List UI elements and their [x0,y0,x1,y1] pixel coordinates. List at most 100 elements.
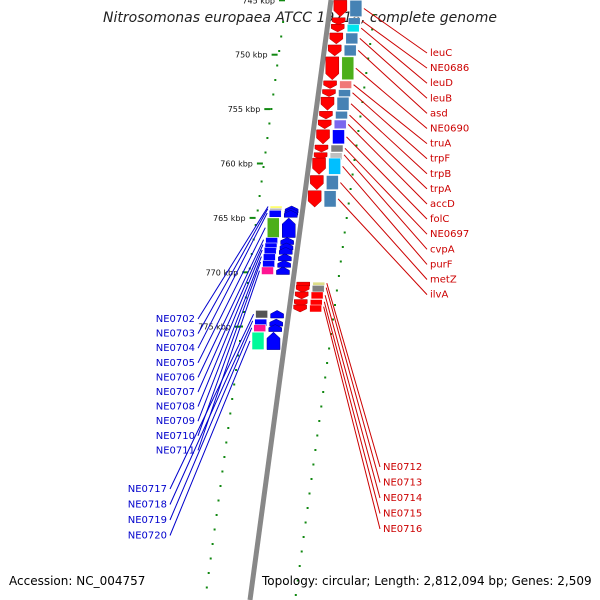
reverse-gene-feature[interactable] [268,210,282,218]
forward-gene-arrow[interactable] [310,175,324,190]
forward-gene-leader [337,198,428,295]
forward-gene-arrow[interactable] [295,285,310,293]
reverse-gene-feature[interactable] [263,247,277,255]
forward-gene-arrow[interactable] [322,89,336,97]
track-dot [308,492,311,495]
reverse-gene-label[interactable]: NE0720 [128,531,167,542]
forward-gene-label[interactable]: metZ [430,275,457,286]
reverse-gene-feature[interactable] [263,253,276,262]
forward-gene-label[interactable]: leuB [430,93,452,104]
forward-gene-feature[interactable] [333,119,347,129]
forward-gene-feature[interactable] [326,175,339,190]
reverse-gene-feature[interactable] [261,266,274,275]
forward-gene-arrow[interactable] [317,119,332,130]
reverse-gene-label[interactable]: NE0709 [156,416,195,427]
track-dot [254,224,257,226]
forward-gene-label[interactable]: leuC [430,48,452,59]
forward-gene-arrow[interactable] [329,32,344,45]
reverse-gene-label[interactable]: NE0718 [128,500,167,511]
forward-gene-arrow[interactable] [316,129,330,145]
forward-gene-label[interactable]: trpA [430,184,451,195]
forward-gene-label[interactable]: asd [430,108,448,119]
forward-gene-label[interactable]: leuD [430,78,453,89]
track-dot [296,579,299,582]
reverse-gene-arrow[interactable] [268,324,282,332]
forward-gene-label[interactable]: NE0697 [430,229,469,240]
forward-gene-label[interactable]: NE0715 [383,509,422,520]
forward-gene-feature[interactable] [347,17,361,26]
forward-gene-feature[interactable] [343,44,357,57]
forward-gene-arrow[interactable] [325,56,340,81]
reverse-gene-label[interactable]: NE0703 [156,329,195,340]
reverse-gene-feature[interactable] [251,331,265,350]
track-dot [341,246,344,248]
forward-gene-feature[interactable] [338,89,351,97]
forward-gene-feature[interactable] [328,157,341,175]
forward-gene-label[interactable]: purF [430,259,453,270]
forward-gene-feature[interactable] [323,190,337,208]
reverse-gene-label[interactable]: NE0711 [156,445,195,456]
forward-gene-label[interactable]: NE0690 [430,124,469,135]
forward-gene-feature[interactable] [349,0,363,17]
reverse-gene-label[interactable]: NE0717 [128,484,167,495]
forward-gene-feature[interactable] [310,291,324,300]
track-dot [270,108,273,110]
forward-gene-arrow[interactable] [307,190,322,208]
forward-gene-label[interactable]: trpF [430,154,450,165]
reverse-gene-feature[interactable] [255,310,268,319]
forward-gene-label[interactable]: NE0716 [383,524,422,535]
scale-tick [249,216,256,219]
forward-gene-feature[interactable] [339,80,352,89]
forward-gene-feature[interactable] [332,129,345,145]
forward-gene-arrow[interactable] [330,24,345,33]
track-dot [353,159,356,161]
forward-gene-label[interactable]: accD [430,199,455,210]
forward-gene-arrow[interactable] [319,111,333,120]
forward-gene-feature[interactable] [335,111,348,120]
reverse-gene-arrow[interactable] [276,266,290,275]
reverse-gene-feature[interactable] [262,260,275,268]
forward-gene-arrow[interactable] [320,96,335,111]
forward-gene-arrow[interactable] [293,304,307,313]
reverse-gene-feature[interactable] [253,324,266,332]
forward-gene-arrow[interactable] [333,0,348,18]
reverse-gene-label[interactable]: NE0707 [156,387,195,398]
forward-gene-arrow[interactable] [331,17,346,26]
reverse-gene-arrow[interactable] [270,310,284,319]
reverse-gene-arrow[interactable] [277,260,291,268]
reverse-gene-label[interactable]: NE0704 [156,343,195,354]
reverse-gene-arrow[interactable] [282,217,296,238]
forward-gene-label[interactable]: trpB [430,169,451,180]
scale-tick-label: 775 kbp [198,323,231,332]
forward-gene-feature[interactable] [336,96,350,111]
forward-gene-label[interactable]: NE0714 [383,493,422,504]
forward-gene-arrow[interactable] [314,144,329,153]
forward-gene-feature[interactable] [341,56,355,80]
forward-gene-arrow[interactable] [323,80,337,89]
reverse-gene-label[interactable]: NE0705 [156,358,195,369]
reverse-gene-arrow[interactable] [278,253,292,262]
forward-gene-arrow[interactable] [312,157,326,175]
forward-gene-feature[interactable] [345,32,359,45]
forward-gene-label[interactable]: cvpA [430,244,455,255]
forward-gene-feature[interactable] [330,144,344,153]
forward-gene-feature[interactable] [311,285,325,293]
forward-gene-label[interactable]: NE0686 [430,63,469,74]
reverse-gene-arrow[interactable] [283,210,298,218]
forward-gene-arrow[interactable] [327,44,342,57]
forward-gene-arrow[interactable] [294,291,309,300]
reverse-gene-feature[interactable] [267,217,280,238]
reverse-gene-label[interactable]: NE0710 [156,431,195,442]
reverse-gene-label[interactable]: NE0719 [128,515,167,526]
reverse-gene-arrow[interactable] [266,331,281,350]
forward-gene-label[interactable]: NE0712 [383,462,422,473]
reverse-gene-label[interactable]: NE0706 [156,372,195,383]
forward-gene-feature[interactable] [346,24,360,33]
forward-gene-label[interactable]: truA [430,139,451,150]
forward-gene-label[interactable]: NE0713 [383,478,422,489]
forward-gene-label[interactable]: folC [430,214,449,225]
forward-gene-feature[interactable] [309,304,322,313]
reverse-gene-label[interactable]: NE0702 [156,314,195,325]
forward-gene-label[interactable]: ilvA [430,290,448,301]
reverse-gene-label[interactable]: NE0708 [156,402,195,413]
